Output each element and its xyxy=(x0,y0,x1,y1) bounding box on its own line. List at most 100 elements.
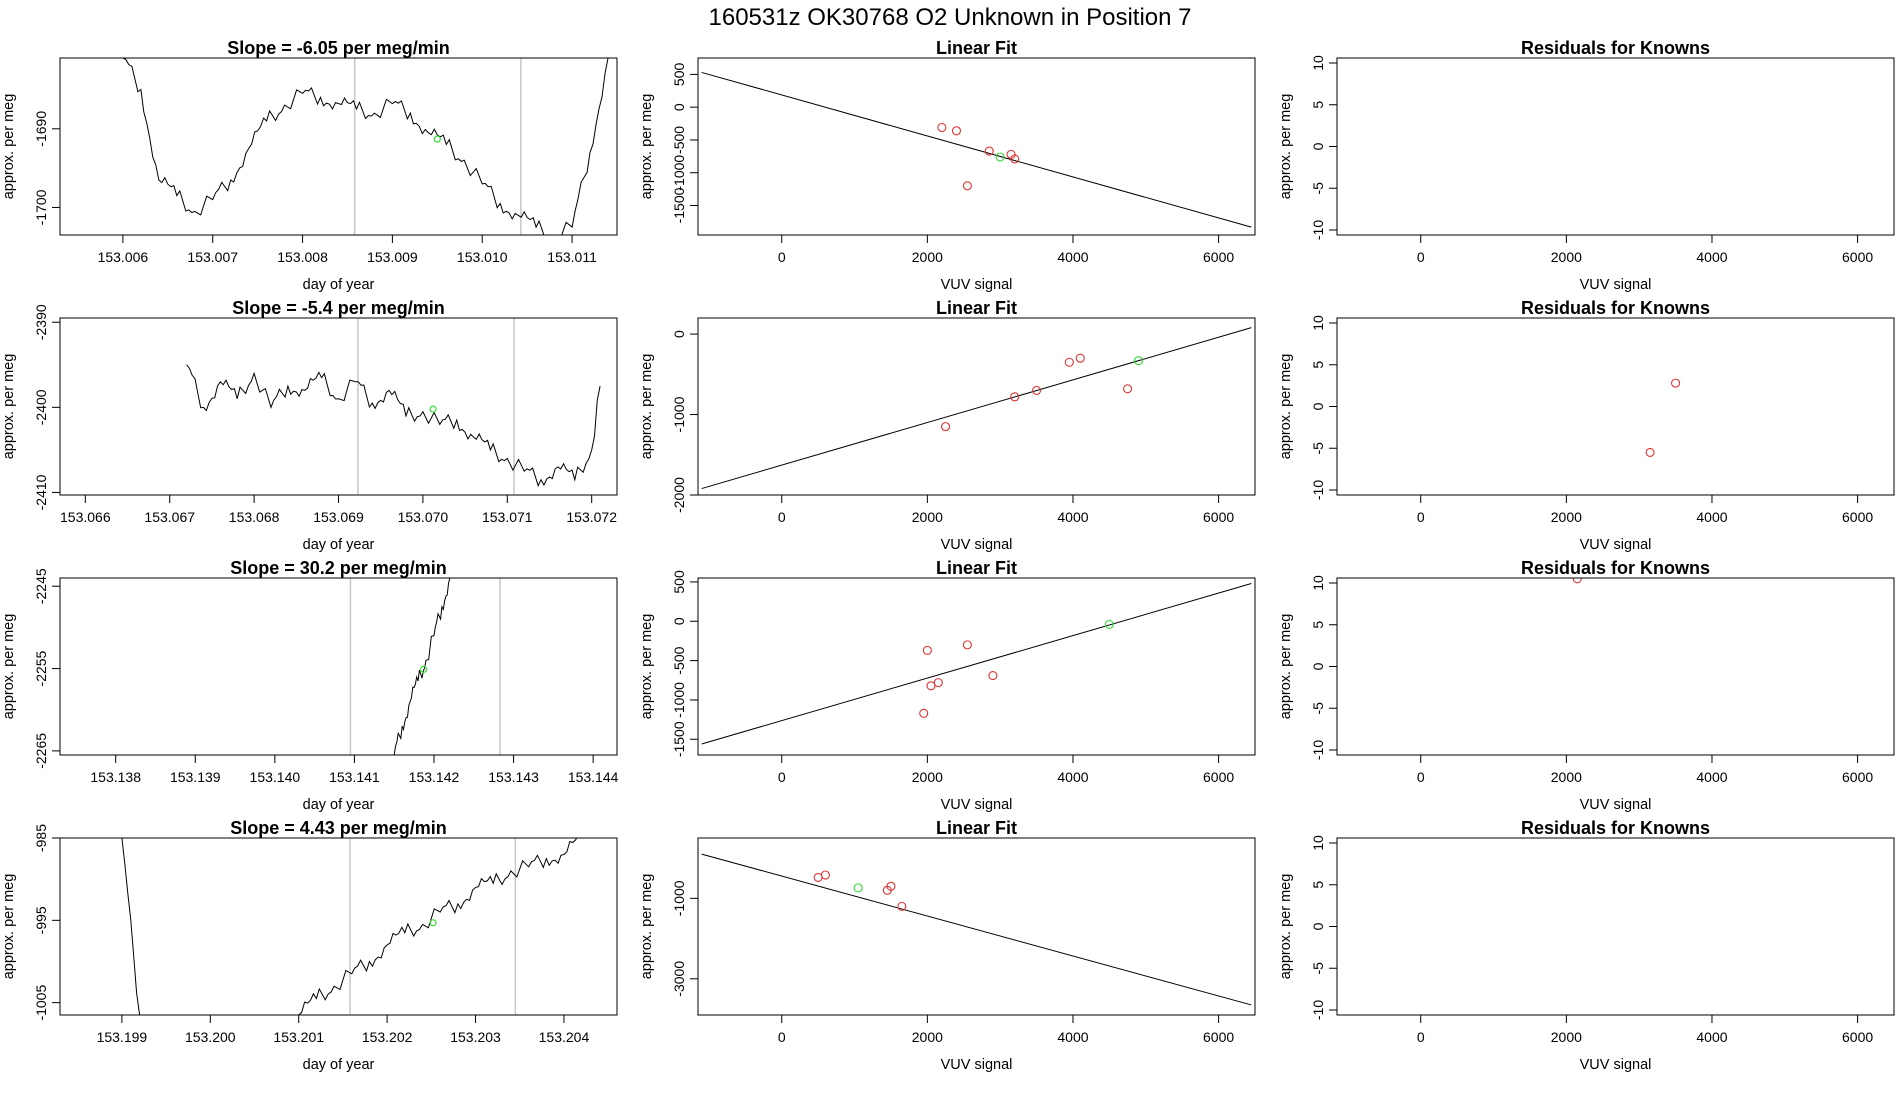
fit-line xyxy=(701,327,1252,490)
panel-3-1: Slope = 30.2 per meg/min day of year appro… xyxy=(1,558,619,813)
known-point xyxy=(962,640,972,650)
known-point xyxy=(984,146,994,156)
x-axis-label: VUV signal xyxy=(941,537,1013,553)
fit-line xyxy=(701,853,1252,1006)
plot-frame xyxy=(1336,317,1895,496)
x-axis-label: day of year xyxy=(303,797,375,813)
known-point xyxy=(937,122,947,133)
plot-area xyxy=(701,71,1252,228)
x-tick-label: 4000 xyxy=(1057,509,1088,525)
x-tick-label: 153.201 xyxy=(273,1029,324,1045)
x-tick-label: 153.138 xyxy=(90,769,141,785)
y-tick-label: -500 xyxy=(671,126,687,154)
x-tick-label: 4000 xyxy=(1696,249,1727,265)
x-tick-label: 153.142 xyxy=(409,769,460,785)
x-tick-label: 153.066 xyxy=(60,509,111,525)
plot-frame xyxy=(59,577,618,756)
plot-frame xyxy=(697,317,1256,496)
fit-line xyxy=(701,583,1252,745)
plot-frame xyxy=(59,57,618,236)
x-tick-label: 153.202 xyxy=(362,1029,413,1045)
x-tick-label: 153.067 xyxy=(144,509,195,525)
panel-3-2: Linear Fit VUV signal approx. per meg 0 2000… xyxy=(639,558,1256,813)
x-axis-label: VUV signal xyxy=(1580,797,1652,813)
x-tick-label: 153.141 xyxy=(329,769,380,785)
y-tick-label: -2265 xyxy=(33,733,49,769)
figure-title: 160531z OK30768 O2 Unknown in Position 7 xyxy=(709,4,1192,31)
known-point xyxy=(919,708,929,718)
x-tick-label: 153.072 xyxy=(566,509,617,525)
x-tick-label: 2000 xyxy=(912,249,943,265)
plot-area xyxy=(1645,378,1681,457)
y-axis-label: approx. per meg xyxy=(1,354,17,460)
panel-title: Slope = 4.43 per meg/min xyxy=(230,818,447,838)
highlight-point xyxy=(433,135,441,143)
x-tick-label: 153.007 xyxy=(187,249,238,265)
x-axis-label: day of year xyxy=(303,277,375,293)
panel-4-1: Slope = 4.43 per meg/min day of year appro… xyxy=(1,818,618,1073)
known-point xyxy=(1671,378,1681,388)
y-tick-label: -500 xyxy=(671,646,687,674)
y-axis-label: approx. per meg xyxy=(639,354,655,460)
unknown-point xyxy=(853,883,863,893)
x-tick-label: 2000 xyxy=(912,769,943,785)
y-tick-label: 10 xyxy=(1310,315,1326,331)
y-tick-label: -2390 xyxy=(33,304,49,340)
plot-frame xyxy=(697,57,1256,236)
x-tick-label: 153.140 xyxy=(250,769,301,785)
y-tick-label: 10 xyxy=(1310,835,1326,851)
y-tick-label: -1000 xyxy=(671,396,687,432)
panel-1-2: Linear Fit VUV signal approx. per meg 0 2000… xyxy=(639,38,1256,293)
x-tick-label: 153.200 xyxy=(185,1029,236,1045)
y-tick-label: -5 xyxy=(1310,962,1326,975)
x-tick-label: 2000 xyxy=(912,1029,943,1045)
x-tick-label: 6000 xyxy=(1842,1029,1873,1045)
y-tick-label: 0 xyxy=(1310,142,1326,150)
x-tick-label: 6000 xyxy=(1203,1029,1234,1045)
known-point xyxy=(1075,353,1085,363)
x-tick-label: 153.199 xyxy=(97,1029,148,1045)
x-tick-label: 0 xyxy=(1417,769,1425,785)
known-point xyxy=(1010,154,1020,164)
panel-2-3: Residuals for Knowns VUV signal approx. pe… xyxy=(1278,298,1895,553)
x-tick-label: 153.009 xyxy=(367,249,418,265)
y-tick-label: -1005 xyxy=(33,985,49,1021)
y-tick-label: -2245 xyxy=(33,568,49,604)
y-tick-label: -10 xyxy=(1310,480,1326,500)
y-axis-label: approx. per meg xyxy=(1278,614,1294,720)
plot-frame xyxy=(697,837,1256,1016)
y-tick-label: 5 xyxy=(1310,881,1326,889)
panel-title: Slope = -6.05 per meg/min xyxy=(227,38,450,58)
known-point xyxy=(926,681,936,691)
known-point xyxy=(897,901,907,911)
known-point xyxy=(941,422,951,432)
y-axis-label: approx. per meg xyxy=(1,874,17,980)
x-tick-label: 153.068 xyxy=(229,509,280,525)
x-tick-label: 2000 xyxy=(1551,1029,1582,1045)
x-axis-label: VUV signal xyxy=(941,797,1013,813)
plot-area xyxy=(701,583,1252,745)
x-tick-label: 4000 xyxy=(1057,1029,1088,1045)
x-tick-label: 6000 xyxy=(1842,769,1873,785)
panel-title: Residuals for Knowns xyxy=(1521,38,1710,58)
panel-title: Slope = -5.4 per meg/min xyxy=(232,298,445,318)
x-tick-label: 0 xyxy=(778,769,786,785)
data-trace-line xyxy=(122,58,609,235)
known-point xyxy=(1010,392,1020,402)
x-axis-label: VUV signal xyxy=(1580,1057,1652,1073)
x-tick-label: 6000 xyxy=(1842,249,1873,265)
plot-frame xyxy=(59,317,618,496)
data-trace-line xyxy=(393,578,451,755)
plot-area xyxy=(701,853,1252,1006)
x-tick-label: 153.139 xyxy=(170,769,221,785)
known-point xyxy=(1123,384,1133,394)
plot-frame xyxy=(1336,577,1895,756)
y-tick-label: 5 xyxy=(1310,621,1326,629)
y-tick-label: 10 xyxy=(1310,55,1326,71)
panel-3-3: Residuals for Knowns VUV signal approx. pe… xyxy=(1278,558,1895,813)
x-tick-label: 153.203 xyxy=(450,1029,501,1045)
unknown-point xyxy=(995,152,1005,162)
y-tick-label: -985 xyxy=(33,824,49,852)
x-tick-label: 153.143 xyxy=(488,769,539,785)
